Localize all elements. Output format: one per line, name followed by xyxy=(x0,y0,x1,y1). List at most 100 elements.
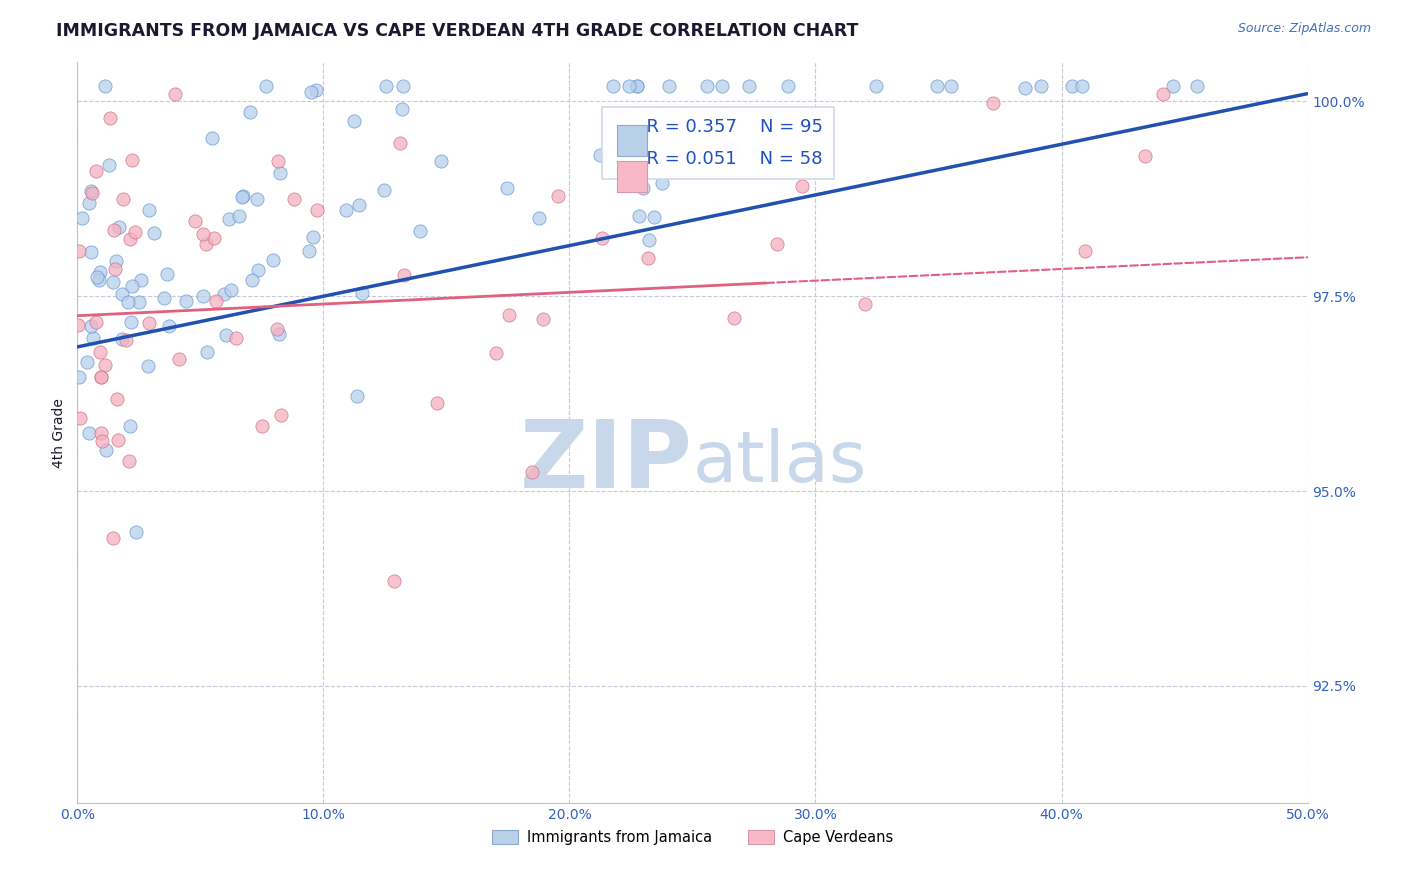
Point xyxy=(225,330,247,344)
Point xyxy=(105,254,128,268)
Point xyxy=(84,315,107,329)
Point xyxy=(626,78,648,93)
Bar xyxy=(617,126,647,156)
Bar xyxy=(617,161,647,192)
Point xyxy=(373,183,395,197)
Point xyxy=(94,358,117,372)
Point xyxy=(391,102,413,116)
Point xyxy=(721,141,744,155)
Point xyxy=(1071,78,1094,93)
Point xyxy=(298,244,321,258)
Point xyxy=(335,203,357,218)
Point xyxy=(96,443,118,458)
Point xyxy=(112,192,135,206)
Point xyxy=(90,370,112,384)
Point xyxy=(121,153,143,168)
Point xyxy=(105,392,128,406)
Text: R = 0.357    N = 95
      R = 0.051    N = 58: R = 0.357 N = 95 R = 0.051 N = 58 xyxy=(613,118,824,168)
Point xyxy=(90,425,112,440)
Point xyxy=(156,268,179,282)
Point xyxy=(349,198,371,212)
Point xyxy=(152,291,174,305)
Point xyxy=(76,355,98,369)
Point xyxy=(118,418,141,433)
Point xyxy=(1152,87,1174,101)
Point xyxy=(89,265,111,279)
Point xyxy=(643,211,665,225)
Point xyxy=(299,85,322,99)
Point xyxy=(117,295,139,310)
Point xyxy=(231,190,253,204)
Point xyxy=(343,114,366,128)
Point xyxy=(1133,149,1156,163)
Point xyxy=(254,78,277,93)
Point xyxy=(589,148,612,162)
Point xyxy=(269,166,291,180)
Point xyxy=(527,211,550,226)
Point xyxy=(939,78,962,93)
Point xyxy=(637,251,659,265)
Point xyxy=(352,285,374,300)
Point xyxy=(80,184,103,198)
Point xyxy=(118,232,141,246)
Point xyxy=(651,176,673,190)
Point xyxy=(865,78,887,93)
Point xyxy=(855,297,877,311)
Point xyxy=(262,253,284,268)
Point xyxy=(67,244,90,259)
Point xyxy=(723,310,745,325)
Point xyxy=(619,78,641,93)
Point xyxy=(195,237,218,252)
Point xyxy=(86,164,108,178)
Point xyxy=(270,408,292,422)
Point xyxy=(195,344,218,359)
Point xyxy=(790,179,813,194)
Point xyxy=(98,158,121,172)
Point xyxy=(100,111,122,125)
Point xyxy=(157,318,180,333)
Point xyxy=(765,237,787,252)
Point xyxy=(89,344,111,359)
Point xyxy=(80,245,103,260)
Point xyxy=(107,433,129,447)
Point xyxy=(82,331,104,345)
Point xyxy=(80,319,103,334)
Point xyxy=(125,524,148,539)
Point xyxy=(1014,80,1036,95)
Point xyxy=(266,322,288,336)
Point xyxy=(104,261,127,276)
Point xyxy=(129,273,152,287)
Point xyxy=(246,192,269,206)
Point xyxy=(392,78,415,93)
Point xyxy=(301,230,323,244)
Point xyxy=(124,225,146,239)
Point xyxy=(218,211,240,226)
Point xyxy=(658,78,681,93)
Point xyxy=(778,78,800,93)
Point xyxy=(103,223,125,237)
Point xyxy=(1062,78,1084,93)
Point xyxy=(1185,78,1208,93)
Point xyxy=(246,263,269,277)
Point xyxy=(90,370,112,384)
Point xyxy=(638,233,661,247)
Point xyxy=(86,270,108,285)
Point xyxy=(1074,244,1097,258)
Point xyxy=(389,136,412,150)
Point xyxy=(174,293,197,308)
Point xyxy=(90,434,112,449)
Point xyxy=(128,295,150,310)
Legend: Immigrants from Jamaica, Cape Verdeans: Immigrants from Jamaica, Cape Verdeans xyxy=(485,824,900,851)
Point xyxy=(66,318,89,332)
Point xyxy=(392,268,415,283)
Point xyxy=(748,145,770,160)
Point xyxy=(602,78,624,93)
Point xyxy=(520,465,543,479)
Point xyxy=(1031,78,1053,93)
Point xyxy=(240,273,263,287)
Point xyxy=(430,153,453,168)
Point xyxy=(305,82,328,96)
Point xyxy=(107,219,129,234)
Point xyxy=(498,308,520,322)
Point xyxy=(94,78,117,93)
